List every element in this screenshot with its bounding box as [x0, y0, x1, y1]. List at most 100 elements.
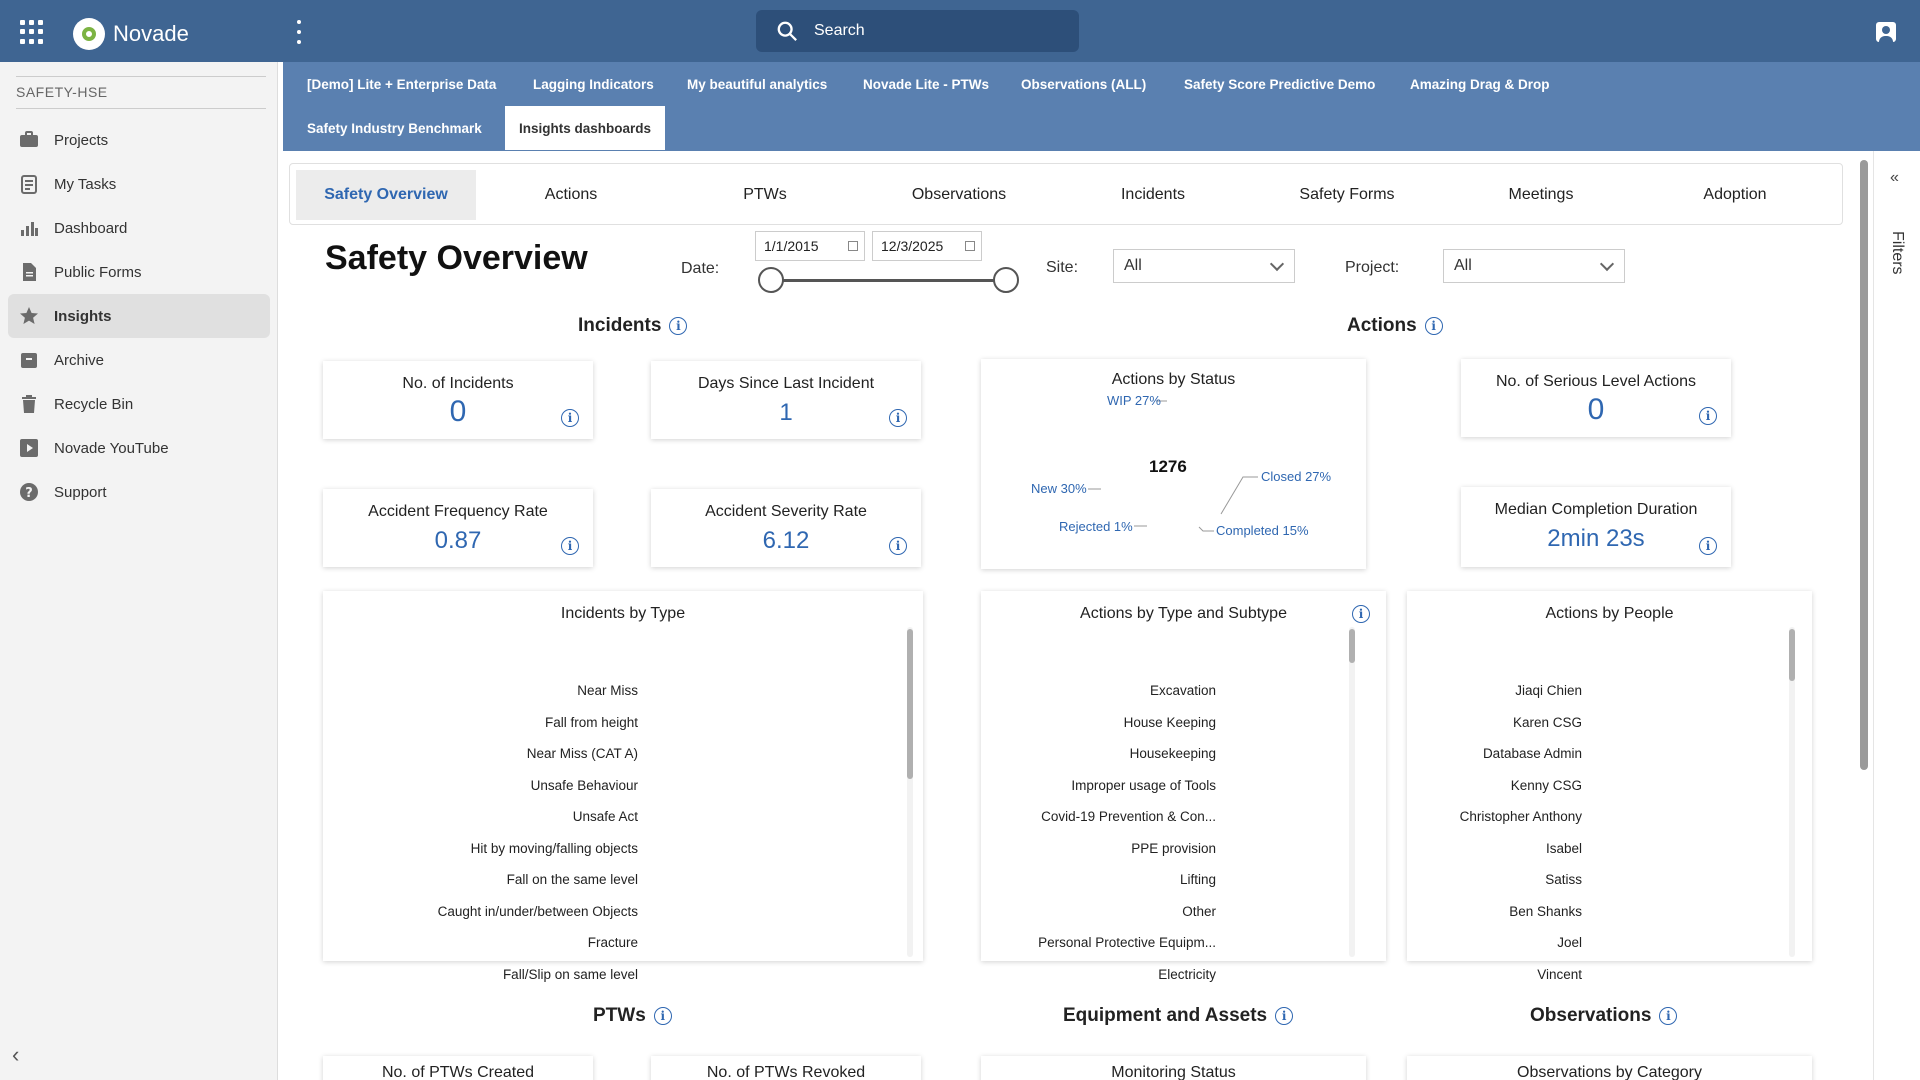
list-item[interactable]: PPE provision: [1131, 840, 1216, 856]
section-title-text: Incidents: [578, 315, 662, 336]
dashboard-tab[interactable]: Novade Lite - PTWs: [863, 76, 990, 92]
info-icon[interactable]: i: [889, 409, 907, 427]
info-icon[interactable]: i: [1659, 1007, 1678, 1025]
info-icon[interactable]: i: [561, 409, 579, 427]
list-item[interactable]: Other: [1182, 903, 1216, 919]
kpi-label: No. of PTWs Created: [381, 1064, 535, 1080]
sidebar-item-dashboard[interactable]: Dashboard: [8, 206, 270, 250]
tab-meetings[interactable]: Meetings: [1508, 186, 1574, 203]
date-to-input[interactable]: 12/3/2025: [872, 231, 982, 261]
sidebar-item-novade-youtube[interactable]: Novade YouTube: [8, 426, 270, 470]
expand-filters-icon[interactable]: «: [1890, 169, 1899, 186]
slice-label-rejected: Rejected 1%: [1059, 519, 1133, 534]
scrollbar[interactable]: [1349, 627, 1355, 957]
clipboard-icon: [18, 173, 40, 195]
dashboard-tab[interactable]: Observations (ALL): [1021, 76, 1147, 92]
collapse-sidebar-icon[interactable]: ‹: [12, 1042, 20, 1067]
list-item[interactable]: Christopher Anthony: [1459, 809, 1582, 824]
list-item[interactable]: Near Miss: [577, 683, 638, 698]
app-launcher-icon[interactable]: [20, 20, 44, 44]
list-item[interactable]: Database Admin: [1482, 746, 1582, 761]
sidebar-item-support[interactable]: ? Support: [8, 470, 270, 514]
dashboard-tab[interactable]: Safety Score Predictive Demo: [1184, 76, 1376, 92]
list-item[interactable]: Caught in/under/between Objects: [437, 903, 638, 919]
sidebar-item-archive[interactable]: Archive: [8, 338, 270, 382]
sidebar-item-my-tasks[interactable]: My Tasks: [8, 162, 270, 206]
sidebar-item-recycle-bin[interactable]: Recycle Bin: [8, 382, 270, 426]
kpi-card-no-incidents: No. of Incidents 0 i: [323, 361, 593, 439]
list-item[interactable]: Electricity: [1158, 966, 1216, 982]
equipment-section-title: Equipment and Assets i: [1063, 1005, 1294, 1027]
sidebar-item-insights[interactable]: Insights: [8, 294, 270, 338]
calendar-icon[interactable]: [965, 241, 975, 251]
tab-safety-forms[interactable]: Safety Forms: [1299, 186, 1395, 203]
list-item[interactable]: Vincent: [1537, 966, 1582, 982]
tab-actions[interactable]: Actions: [544, 186, 598, 203]
list-item[interactable]: Fall/Slip on same level: [502, 966, 638, 982]
info-icon[interactable]: i: [1275, 1007, 1294, 1025]
scrollbar[interactable]: [907, 627, 913, 957]
chart-title: Incidents by Type: [560, 605, 686, 622]
date-from-input[interactable]: 1/1/2015: [755, 231, 865, 261]
more-options-icon[interactable]: [296, 20, 302, 44]
list-item[interactable]: Housekeeping: [1129, 746, 1216, 761]
tab-safety-overview[interactable]: Safety Overview: [296, 170, 476, 220]
tab-incidents[interactable]: Incidents: [1120, 186, 1186, 203]
sidebar-item-public-forms[interactable]: Public Forms: [8, 250, 270, 294]
list-item[interactable]: Satiss: [1545, 872, 1582, 887]
list-item[interactable]: Covid-19 Prevention & Con...: [1041, 809, 1216, 824]
site-dropdown[interactable]: All: [1113, 249, 1295, 283]
page-title: Safety Overview: [325, 239, 588, 277]
tab-observations[interactable]: Observations: [911, 186, 1007, 203]
list-item[interactable]: Excavation: [1149, 683, 1216, 698]
date-slider-end-handle[interactable]: [993, 267, 1019, 293]
tab-ptws[interactable]: PTWs: [743, 186, 787, 203]
list-item[interactable]: Near Miss (CAT A): [526, 746, 638, 761]
filters-pane[interactable]: « Filters: [1873, 151, 1920, 1080]
list-item[interactable]: Joel: [1557, 935, 1582, 950]
date-slider-start-handle[interactable]: [758, 267, 784, 293]
info-icon[interactable]: i: [669, 317, 688, 335]
info-icon[interactable]: i: [1424, 317, 1443, 335]
info-icon[interactable]: i: [889, 537, 907, 555]
tab-adoption[interactable]: Adoption: [1703, 186, 1767, 203]
scrollbar[interactable]: [1789, 627, 1795, 957]
chart-title: Observations by Category: [1517, 1064, 1702, 1080]
list-item[interactable]: Personal Protective Equipm...: [1038, 935, 1216, 950]
list-item[interactable]: Fracture: [587, 935, 638, 950]
dashboard-tab-active[interactable]: Insights dashboards: [505, 106, 666, 150]
list-item[interactable]: Jiaqi Chien: [1515, 683, 1582, 698]
dashboard-tab[interactable]: My beautiful analytics: [687, 76, 828, 92]
list-item[interactable]: Ben Shanks: [1509, 903, 1582, 919]
info-icon[interactable]: i: [561, 537, 579, 555]
report-scrollbar[interactable]: [1860, 160, 1868, 770]
dashboard-tab[interactable]: Lagging Indicators: [533, 76, 654, 92]
dashboard-tab[interactable]: Safety Industry Benchmark: [307, 120, 482, 136]
list-item[interactable]: Improper usage of Tools: [1071, 777, 1216, 793]
calendar-icon[interactable]: [848, 241, 858, 251]
list-item[interactable]: Lifting: [1179, 872, 1216, 887]
list-item[interactable]: Unsafe Act: [572, 809, 638, 824]
sidebar-item-projects[interactable]: Projects: [8, 118, 270, 162]
search-box[interactable]: Search: [756, 10, 1079, 52]
brand-logo[interactable]: Novade: [73, 18, 189, 50]
info-icon[interactable]: i: [1352, 605, 1370, 623]
list-item[interactable]: Kenny CSG: [1510, 777, 1582, 793]
user-profile-icon[interactable]: [1876, 22, 1896, 42]
info-icon[interactable]: i: [1699, 537, 1717, 555]
list-item[interactable]: Fall from height: [544, 714, 638, 730]
list-item[interactable]: House Keeping: [1123, 714, 1216, 730]
date-slider-track[interactable]: [773, 279, 1009, 282]
list-item[interactable]: Karen CSG: [1512, 714, 1582, 730]
info-icon[interactable]: i: [653, 1007, 672, 1025]
dashboard-tab[interactable]: Amazing Drag & Drop: [1410, 76, 1550, 92]
kpi-label: Accident Frequency Rate: [368, 503, 548, 520]
list-item[interactable]: Isabel: [1545, 840, 1582, 856]
list-item[interactable]: Unsafe Behaviour: [530, 777, 638, 793]
list-item[interactable]: Hit by moving/falling objects: [470, 840, 638, 856]
dashboard-tab[interactable]: [Demo] Lite + Enterprise Data: [307, 76, 497, 92]
donut-total: 1276: [1149, 457, 1187, 476]
info-icon[interactable]: i: [1699, 407, 1717, 425]
project-dropdown[interactable]: All: [1443, 249, 1625, 283]
list-item[interactable]: Fall on the same level: [506, 872, 638, 887]
